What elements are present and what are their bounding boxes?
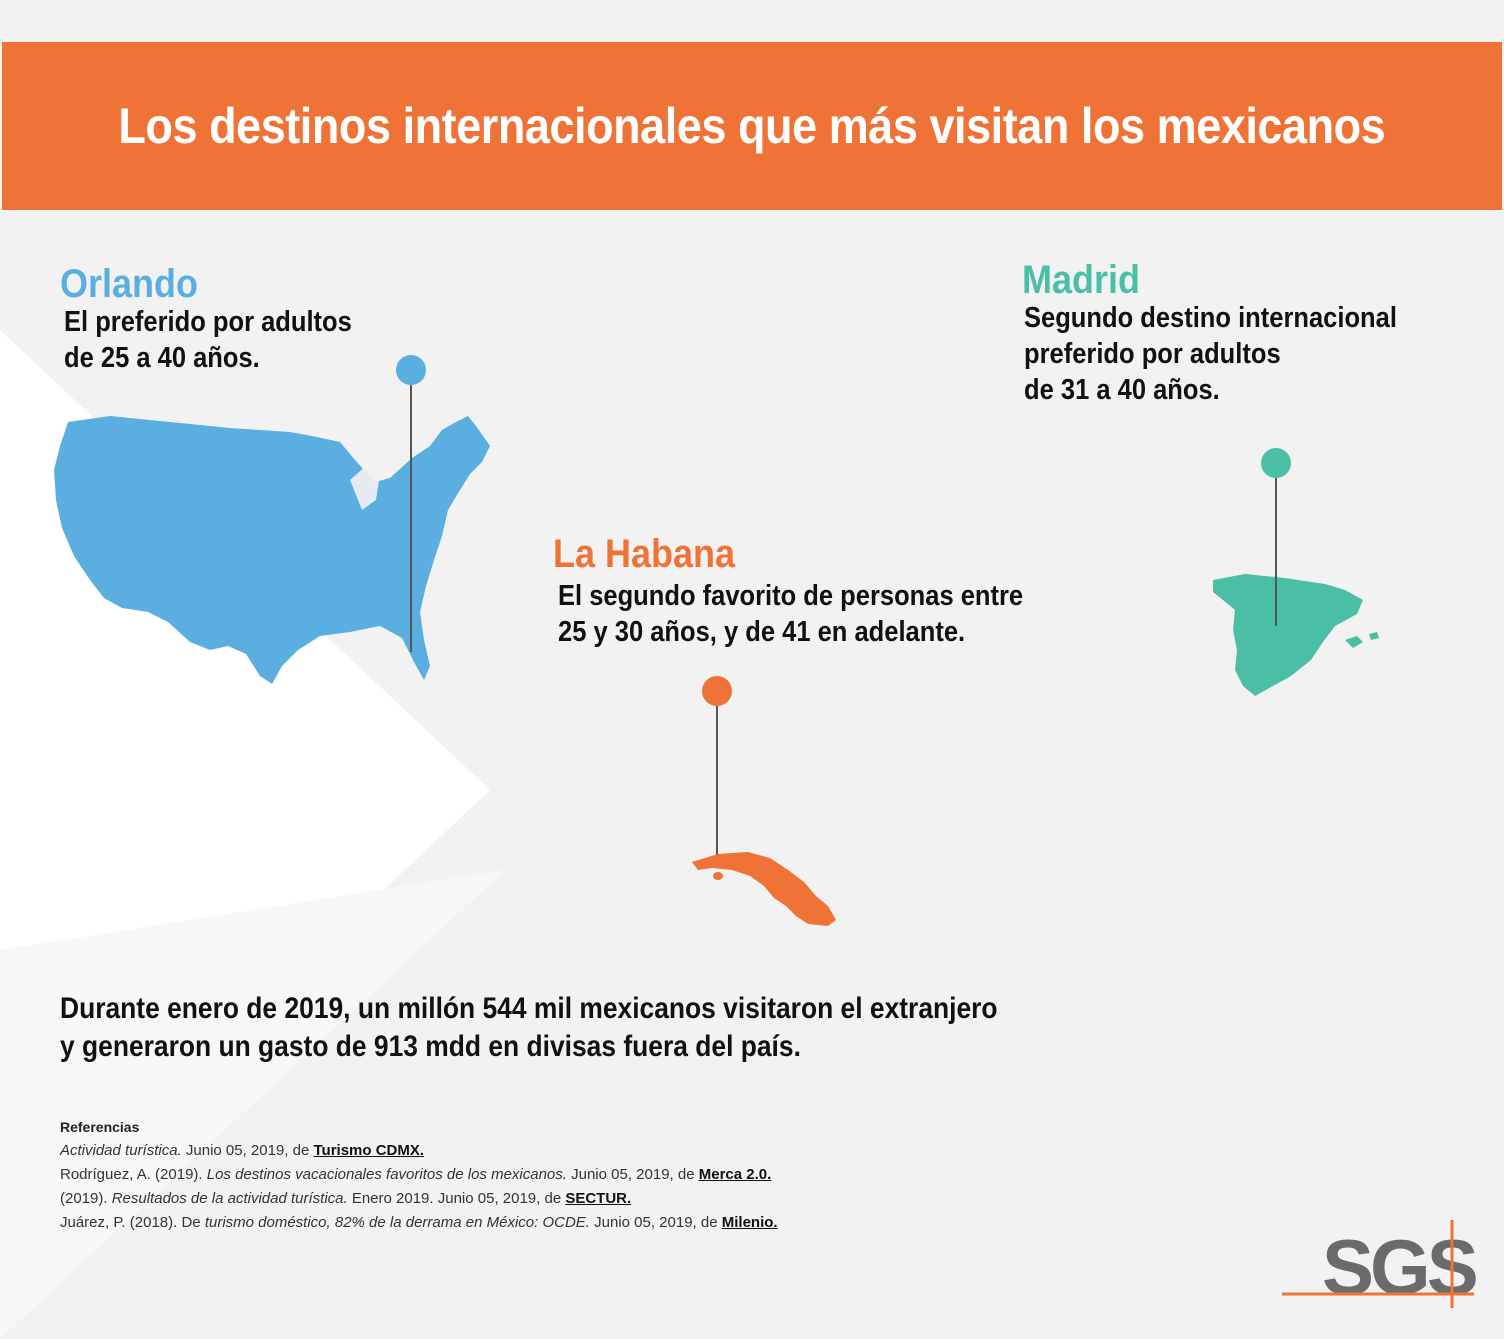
habana-desc-line1: El segundo favorito de personas entre — [558, 580, 1024, 612]
summary-text: Durante enero de 2019, un millón 544 mil… — [60, 990, 998, 1066]
references-title: Referencias — [60, 1119, 140, 1135]
reference-4-author: Juárez, P. (2018). De — [60, 1214, 205, 1231]
reference-2-author: Rodríguez, A. (2019). — [60, 1166, 207, 1183]
habana-description: El segundo favorito de personas entre 25… — [558, 578, 1023, 650]
reference-1-link[interactable]: Turismo CDMX. — [313, 1142, 425, 1159]
city-name-orlando: Orlando — [60, 262, 199, 306]
header-banner: Los destinos internacionales que más vis… — [2, 42, 1502, 210]
reference-3: (2019). Resultados de la actividad turís… — [60, 1187, 778, 1211]
reference-3-link[interactable]: SECTUR. — [565, 1190, 632, 1207]
reference-4: Juárez, P. (2018). De turismo doméstico,… — [60, 1211, 778, 1235]
page-title: Los destinos internacionales que más vis… — [118, 98, 1386, 154]
sgs-logo: SGS — [1282, 1218, 1482, 1313]
reference-3-author: (2019). — [60, 1190, 112, 1207]
cuba-map-icon — [692, 676, 836, 926]
city-name-madrid: Madrid — [1022, 258, 1141, 302]
reference-1: Actividad turística. Junio 05, 2019, de … — [60, 1139, 778, 1163]
reference-1-text: Junio 05, 2019, de — [181, 1142, 314, 1159]
city-name-habana: La Habana — [553, 532, 736, 576]
orlando-description: El preferido por adultos de 25 a 40 años… — [64, 304, 352, 376]
reference-2-text: Junio 05, 2019, de — [566, 1166, 699, 1183]
madrid-desc-line2: preferido por adultos — [1024, 338, 1281, 370]
usa-map-icon — [54, 355, 490, 684]
reference-1-title: Actividad turística. — [60, 1142, 182, 1159]
reference-2-title: Los destinos vacacionales favoritos de l… — [206, 1166, 567, 1183]
summary-line2: y generaron un gasto de 913 mdd en divis… — [60, 1030, 801, 1063]
reference-4-title: turismo doméstico, 82% de la derrama en … — [204, 1214, 590, 1231]
orlando-desc-line2: de 25 a 40 años. — [64, 342, 260, 374]
orlando-desc-line1: El preferido por adultos — [64, 306, 352, 338]
madrid-desc-line1: Segundo destino internacional — [1024, 302, 1397, 334]
reference-3-text: Enero 2019. Junio 05, 2019, de — [347, 1190, 566, 1207]
reference-3-title: Resultados de la actividad turística. — [111, 1190, 348, 1207]
references: Referencias Actividad turística. Junio 0… — [60, 1115, 778, 1235]
madrid-desc-line3: de 31 a 40 años. — [1024, 374, 1220, 406]
habana-desc-line2: 25 y 30 años, y de 41 en adelante. — [558, 616, 966, 648]
sgs-logo-lines — [1282, 1220, 1474, 1308]
reference-2: Rodríguez, A. (2019). Los destinos vacac… — [60, 1163, 778, 1187]
reference-4-link[interactable]: Milenio. — [721, 1214, 778, 1231]
spain-map-icon — [1213, 448, 1379, 696]
reference-4-text: Junio 05, 2019, de — [589, 1214, 722, 1231]
reference-2-link[interactable]: Merca 2.0. — [698, 1166, 772, 1183]
madrid-description: Segundo destino internacional preferido … — [1024, 300, 1397, 408]
summary-line1: Durante enero de 2019, un millón 544 mil… — [60, 992, 998, 1025]
